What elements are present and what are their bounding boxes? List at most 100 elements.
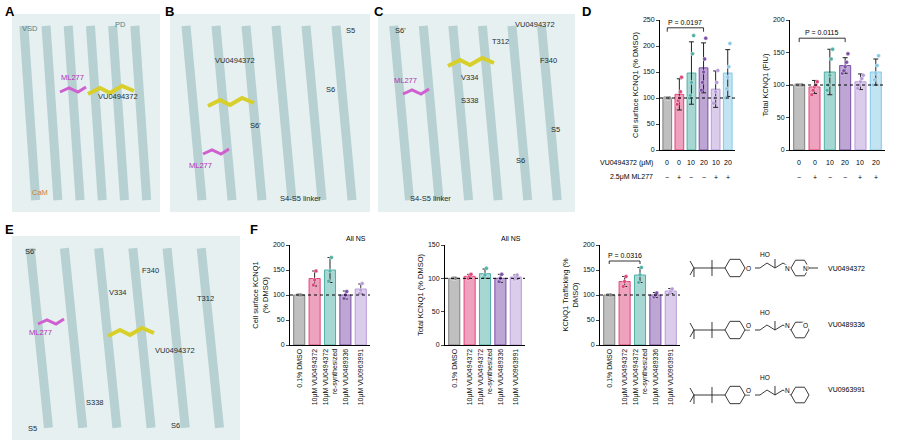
svg-text:P = 0.0115: P = 0.0115 <box>805 29 839 36</box>
svg-text:10μM VU0494372re-synthesized: 10μM VU0494372re-synthesized <box>322 349 339 406</box>
svg-text:+: + <box>714 174 718 181</box>
svg-text:N: N <box>803 265 808 272</box>
svg-text:150: 150 <box>643 68 655 75</box>
svg-text:+: + <box>813 174 817 181</box>
svg-text:F: F <box>250 222 258 237</box>
svg-text:N: N <box>785 387 790 394</box>
svg-text:Cell surface KCNQ1(% DMSO): Cell surface KCNQ1(% DMSO) <box>251 261 270 329</box>
svg-text:250: 250 <box>643 16 655 23</box>
svg-text:HO: HO <box>760 374 770 381</box>
svg-text:50: 50 <box>647 120 655 127</box>
svg-text:200: 200 <box>643 42 655 49</box>
svg-text:+: + <box>858 174 862 181</box>
svg-text:200: 200 <box>773 16 785 23</box>
svg-text:200: 200 <box>273 241 285 248</box>
svg-text:+: + <box>726 174 730 181</box>
svg-text:10μM VU0494372: 10μM VU0494372 <box>466 349 474 406</box>
svg-text:0: 0 <box>813 159 817 166</box>
svg-text:10μM VU0489336: 10μM VU0489336 <box>652 349 660 406</box>
svg-text:VU0494372: VU0494372 <box>98 92 138 101</box>
svg-text:ML277: ML277 <box>189 161 212 170</box>
svg-text:20: 20 <box>841 159 849 166</box>
svg-text:VSD: VSD <box>22 24 38 33</box>
svg-text:0: 0 <box>677 159 681 166</box>
svg-text:10: 10 <box>856 159 864 166</box>
svg-text:VU0494372: VU0494372 <box>155 346 195 355</box>
svg-text:0: 0 <box>665 159 669 166</box>
svg-text:S4-S5 linker: S4-S5 linker <box>280 194 321 203</box>
svg-text:VU0494372 (μM): VU0494372 (μM) <box>600 159 653 167</box>
svg-text:S338: S338 <box>86 398 104 407</box>
svg-text:P = 0.0197: P = 0.0197 <box>668 19 702 26</box>
svg-text:S6': S6' <box>25 247 36 256</box>
svg-text:50: 50 <box>277 316 285 323</box>
svg-text:20: 20 <box>724 159 732 166</box>
svg-text:100: 100 <box>273 291 285 298</box>
svg-text:+: + <box>874 174 878 181</box>
svg-text:ML277: ML277 <box>61 73 84 82</box>
svg-text:P = 0.0316: P = 0.0316 <box>608 252 642 259</box>
svg-text:0: 0 <box>281 341 285 348</box>
svg-text:S6': S6' <box>395 26 406 35</box>
svg-text:VU0494372: VU0494372 <box>215 56 255 65</box>
svg-text:Cell surface KCNQ1 (% DMSO): Cell surface KCNQ1 (% DMSO) <box>631 32 640 138</box>
svg-text:0: 0 <box>591 341 595 348</box>
svg-text:100: 100 <box>643 94 655 101</box>
svg-text:VU0494372: VU0494372 <box>828 265 865 272</box>
svg-text:HO: HO <box>760 251 770 258</box>
svg-text:−: − <box>702 174 706 181</box>
svg-text:0.1% DMSO: 0.1% DMSO <box>451 348 458 387</box>
svg-text:100: 100 <box>583 291 595 298</box>
svg-text:S6: S6 <box>171 421 180 430</box>
svg-text:10μM VU0494372: 10μM VU0494372 <box>621 349 629 406</box>
svg-text:D: D <box>582 4 591 19</box>
svg-text:10μM VU0963991: 10μM VU0963991 <box>357 349 365 406</box>
svg-text:0: 0 <box>797 159 801 166</box>
svg-text:10μM VU0494372re-synthesized: 10μM VU0494372re-synthesized <box>477 349 494 406</box>
svg-text:10μM VU0489336: 10μM VU0489336 <box>497 349 505 406</box>
svg-text:0: 0 <box>651 146 655 153</box>
svg-text:S6': S6' <box>250 121 261 130</box>
svg-text:E: E <box>5 222 14 237</box>
svg-text:10μM VU0963991: 10μM VU0963991 <box>512 349 520 406</box>
svg-text:150: 150 <box>428 241 440 248</box>
svg-text:10μM VU0963991: 10μM VU0963991 <box>667 349 675 406</box>
svg-text:O: O <box>803 322 808 329</box>
svg-text:0.1% DMSO: 0.1% DMSO <box>296 348 303 387</box>
svg-text:F340: F340 <box>142 266 159 275</box>
svg-text:CaM: CaM <box>32 188 48 197</box>
svg-text:10μM VU0489336: 10μM VU0489336 <box>342 349 350 406</box>
svg-text:F340: F340 <box>540 56 557 65</box>
svg-text:10: 10 <box>712 159 720 166</box>
svg-text:ML277: ML277 <box>29 328 52 337</box>
svg-text:10: 10 <box>687 159 695 166</box>
svg-text:V334: V334 <box>109 288 127 297</box>
svg-text:0: 0 <box>781 146 785 153</box>
svg-text:100: 100 <box>428 275 440 282</box>
svg-text:50: 50 <box>777 114 785 121</box>
svg-text:−: − <box>665 174 669 181</box>
svg-text:T312: T312 <box>492 37 509 46</box>
svg-text:100: 100 <box>773 81 785 88</box>
svg-text:−: − <box>828 174 832 181</box>
svg-text:2.5μM ML277: 2.5μM ML277 <box>610 173 653 181</box>
svg-text:+: + <box>677 174 681 181</box>
svg-text:O: O <box>746 265 751 272</box>
svg-text:0.1% DMSO: 0.1% DMSO <box>606 348 613 387</box>
svg-text:VU0489336: VU0489336 <box>828 321 865 328</box>
svg-text:ML277: ML277 <box>394 76 417 85</box>
svg-text:O: O <box>746 387 751 394</box>
svg-text:Total KCNQ1 (FIU): Total KCNQ1 (FIU) <box>761 53 770 116</box>
svg-text:0: 0 <box>436 341 440 348</box>
svg-text:10: 10 <box>826 159 834 166</box>
svg-text:VU0963991: VU0963991 <box>828 386 865 393</box>
svg-text:−: − <box>843 174 847 181</box>
svg-text:C: C <box>374 4 384 19</box>
svg-text:N: N <box>785 265 790 272</box>
svg-text:N: N <box>785 322 790 329</box>
svg-text:T312: T312 <box>197 294 214 303</box>
svg-text:150: 150 <box>583 266 595 273</box>
svg-text:B: B <box>165 4 174 19</box>
svg-text:All NS: All NS <box>346 235 366 242</box>
svg-text:S6: S6 <box>516 156 525 165</box>
